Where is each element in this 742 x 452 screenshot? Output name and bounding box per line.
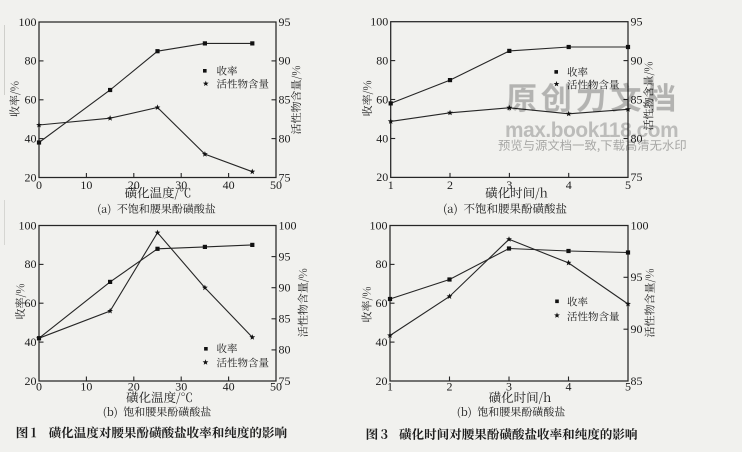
svg-text:50: 50 [270, 178, 282, 192]
svg-text:20: 20 [128, 379, 140, 393]
svg-text:60: 60 [376, 92, 388, 106]
svg-text:95: 95 [279, 249, 291, 263]
svg-text:100: 100 [631, 218, 649, 232]
svg-text:80: 80 [279, 131, 291, 145]
svg-text:90: 90 [279, 281, 291, 295]
svg-text:80: 80 [631, 131, 643, 145]
svg-text:90: 90 [631, 322, 643, 336]
svg-text:100: 100 [19, 15, 37, 29]
svg-text:75: 75 [279, 374, 291, 388]
svg-text:95: 95 [631, 270, 643, 284]
svg-text:20: 20 [376, 170, 388, 184]
svg-text:80: 80 [25, 54, 37, 68]
svg-text:100: 100 [279, 218, 297, 232]
svg-text:10: 10 [80, 178, 92, 192]
svg-text:40: 40 [25, 335, 37, 349]
svg-text:80: 80 [376, 53, 388, 67]
svg-text:100: 100 [19, 218, 37, 232]
svg-text:100: 100 [370, 15, 388, 29]
svg-text:4: 4 [566, 178, 572, 192]
svg-text:2: 2 [447, 178, 453, 192]
svg-text:95: 95 [279, 15, 291, 29]
svg-text:20: 20 [25, 170, 37, 184]
svg-text:10: 10 [80, 379, 92, 393]
svg-text:75: 75 [279, 170, 291, 184]
svg-text:0: 0 [36, 178, 42, 192]
svg-text:40: 40 [223, 379, 235, 393]
svg-text:1: 1 [387, 379, 393, 393]
svg-text:3: 3 [506, 379, 512, 393]
svg-text:60: 60 [25, 93, 37, 107]
svg-text:40: 40 [223, 178, 235, 192]
svg-text:60: 60 [376, 296, 388, 310]
svg-text:85: 85 [279, 312, 291, 326]
svg-text:50: 50 [270, 379, 282, 393]
svg-text:3: 3 [506, 178, 512, 192]
svg-text:0: 0 [36, 379, 42, 393]
svg-text:80: 80 [279, 343, 291, 357]
svg-text:30: 30 [175, 379, 187, 393]
svg-text:95: 95 [631, 15, 643, 29]
svg-text:20: 20 [376, 374, 388, 388]
svg-text:20: 20 [25, 374, 37, 388]
svg-text:75: 75 [631, 170, 643, 184]
svg-text:60: 60 [25, 296, 37, 310]
svg-text:100: 100 [370, 218, 388, 232]
svg-text:85: 85 [279, 93, 291, 107]
svg-text:90: 90 [631, 53, 643, 67]
svg-text:40: 40 [25, 131, 37, 145]
svg-text:20: 20 [128, 178, 140, 192]
svg-text:2: 2 [447, 379, 453, 393]
svg-text:40: 40 [376, 335, 388, 349]
svg-text:90: 90 [279, 54, 291, 68]
svg-text:5: 5 [625, 178, 631, 192]
svg-text:85: 85 [631, 374, 643, 388]
svg-text:1: 1 [388, 178, 394, 192]
svg-text:max.book118.com: max.book118.com [505, 119, 678, 142]
svg-text:5: 5 [625, 379, 631, 393]
svg-text:80: 80 [376, 257, 388, 271]
svg-text:40: 40 [376, 131, 388, 145]
svg-text:4: 4 [566, 379, 572, 393]
svg-text:80: 80 [25, 257, 37, 271]
